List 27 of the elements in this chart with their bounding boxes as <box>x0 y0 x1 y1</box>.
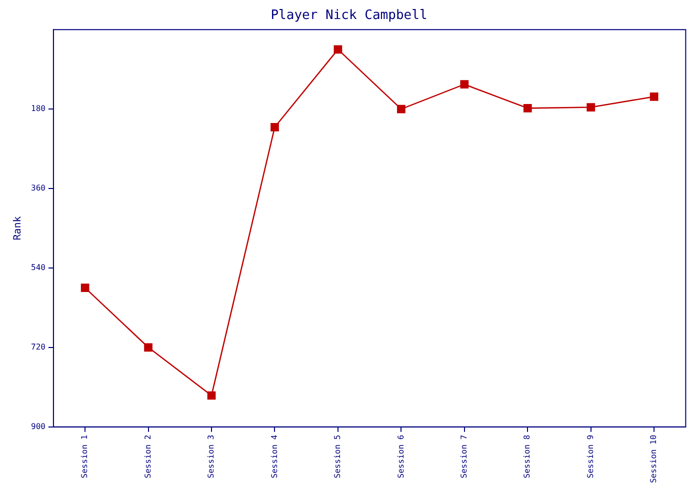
point <box>80 284 90 292</box>
x-tick-label: Session 6 <box>396 434 406 478</box>
x-tick-label: Session 9 <box>586 434 595 478</box>
y-axis-title: Rank <box>12 216 24 240</box>
x-tick-label: Session 10 <box>649 434 658 484</box>
point <box>650 92 658 101</box>
point <box>523 104 532 112</box>
x-tick-label: Session 5 <box>333 434 342 478</box>
y-tick-label: 540 <box>30 263 46 272</box>
point <box>334 45 342 54</box>
y-tick-label: 360 <box>30 184 46 193</box>
point <box>144 343 152 352</box>
x-tick-label: Session 1 <box>80 434 90 478</box>
x-tick-label: Session 7 <box>459 434 468 478</box>
point <box>586 103 596 112</box>
point <box>270 122 279 132</box>
x-tick-label: Session 4 <box>270 434 279 478</box>
x-tick-label: Session 2 <box>143 434 152 478</box>
point <box>397 104 406 114</box>
chart-title: Player Nick Campbell <box>270 8 428 24</box>
y-tick-label: 180 <box>30 104 46 114</box>
x-tick-label: Session 3 <box>206 434 216 478</box>
y-tick-label: 720 <box>30 342 46 352</box>
point <box>460 80 469 89</box>
y-tick-label: 900 <box>30 422 46 431</box>
x-tick-label: Session 8 <box>522 434 532 478</box>
point <box>207 391 216 400</box>
